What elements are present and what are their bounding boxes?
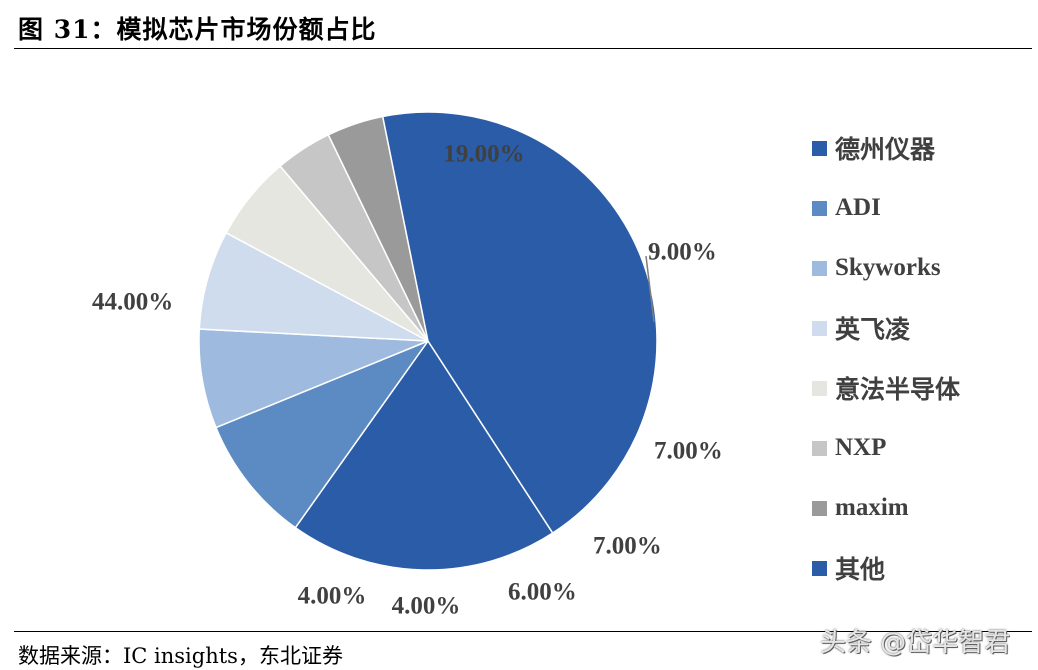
chart-legend: 德州仪器 ADI Skyworks 英飞凌意法半导体 NXP maxim 其他 bbox=[812, 118, 960, 598]
data-label-7: 4.00% bbox=[298, 583, 367, 610]
legend-item-1: 德州仪器 bbox=[812, 118, 960, 178]
data-label-6: 4.00% bbox=[392, 593, 461, 620]
legend-swatch bbox=[812, 260, 827, 276]
legend-item-6: NXP bbox=[812, 418, 960, 478]
legend-item-7: maxim bbox=[812, 478, 960, 538]
legend-label: NXP bbox=[835, 434, 887, 461]
data-label-8: 44.00% bbox=[92, 289, 173, 316]
data-label-5: 6.00% bbox=[508, 579, 577, 606]
legend-swatch bbox=[812, 440, 827, 456]
figure-title: 图 31：模拟芯片市场份额占比 bbox=[18, 15, 377, 44]
legend-label: ADI bbox=[835, 194, 881, 221]
legend-item-4: 英飞凌 bbox=[812, 298, 960, 358]
legend-label: 其他 bbox=[835, 557, 886, 584]
legend-label: Skyworks bbox=[835, 254, 941, 281]
legend-swatch bbox=[812, 320, 827, 336]
legend-label: 英飞凌 bbox=[835, 317, 911, 344]
pie-slice-8 bbox=[381, 111, 658, 535]
data-label-3: 7.00% bbox=[654, 438, 723, 465]
legend-swatch bbox=[812, 200, 827, 216]
pie-slice-2 bbox=[215, 339, 431, 529]
legend-item-3: Skyworks bbox=[812, 238, 960, 298]
legend-label: 德州仪器 bbox=[835, 137, 936, 164]
legend-item-5: 意法半导体 bbox=[812, 358, 960, 418]
data-label-1: 19.00% bbox=[443, 141, 524, 168]
data-label-4: 7.00% bbox=[593, 533, 662, 560]
legend-item-2: ADI bbox=[812, 178, 960, 238]
legend-label: 意法半导体 bbox=[835, 377, 961, 404]
legend-swatch bbox=[812, 380, 827, 396]
legend-swatch bbox=[812, 140, 827, 156]
legend-item-8: 其他 bbox=[812, 538, 960, 598]
legend-swatch bbox=[812, 560, 827, 576]
pie-slice-1 bbox=[294, 339, 554, 571]
title-divider bbox=[14, 48, 1032, 49]
data-label-2: 9.00% bbox=[648, 239, 717, 266]
legend-label: maxim bbox=[835, 494, 909, 521]
source-note: 数据来源：IC insights，东北证券 bbox=[18, 644, 343, 668]
watermark: 头条 @岱华智君 bbox=[820, 628, 1011, 658]
leader-line bbox=[645, 255, 655, 323]
legend-swatch bbox=[812, 500, 827, 516]
footer-divider bbox=[14, 631, 1032, 632]
